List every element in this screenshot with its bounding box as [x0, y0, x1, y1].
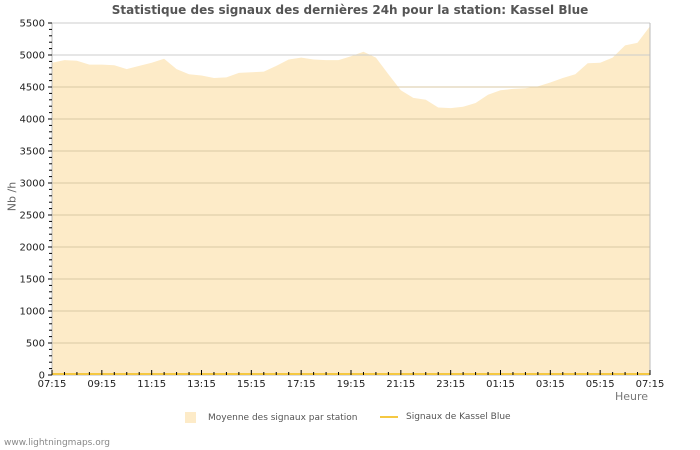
y-tick-label: 5000: [20, 51, 45, 62]
x-tick-label: 17:15: [287, 379, 316, 390]
y-tick-label: 4000: [20, 115, 45, 126]
y-tick-label: 4500: [20, 83, 45, 94]
y-tick-label: 500: [26, 339, 45, 350]
y-tick-label: 3500: [20, 147, 45, 158]
area-swatch-icon: [185, 412, 196, 423]
average-signals-area: [52, 26, 650, 375]
y-tick-label: 0: [39, 371, 45, 382]
x-axis-label: Heure: [615, 390, 649, 403]
legend-item-average: Moyenne des signaux par station: [185, 412, 358, 423]
y-tick-label: 1500: [20, 275, 45, 286]
line-swatch-icon: [380, 416, 398, 418]
legend-label-station: Signaux de Kassel Blue: [406, 412, 511, 422]
y-tick-label: 2000: [20, 243, 45, 254]
x-tick-label: 03:15: [536, 379, 565, 390]
chart-title: Statistique des signaux des dernières 24…: [111, 3, 589, 17]
legend-item-station: Signaux de Kassel Blue: [380, 412, 511, 422]
y-tick-label: 5500: [20, 19, 45, 30]
x-tick-label: 09:15: [87, 379, 116, 390]
x-tick-label: 13:15: [187, 379, 216, 390]
x-tick-label: 05:15: [586, 379, 615, 390]
x-tick-label: 07:15: [636, 379, 665, 390]
y-tick-label: 3000: [20, 179, 45, 190]
x-tick-label: 11:15: [137, 379, 166, 390]
x-tick-label: 07:15: [38, 379, 67, 390]
x-tick-label: 21:15: [386, 379, 415, 390]
y-tick-label: 2500: [20, 211, 45, 222]
x-tick-label: 19:15: [337, 379, 366, 390]
y-tick-label: 1000: [20, 307, 45, 318]
x-tick-label: 15:15: [237, 379, 266, 390]
x-tick-label: 01:15: [486, 379, 515, 390]
legend-label-average: Moyenne des signaux par station: [208, 412, 358, 423]
x-tick-label: 23:15: [436, 379, 465, 390]
site-credit: www.lightningmaps.org: [4, 438, 110, 448]
